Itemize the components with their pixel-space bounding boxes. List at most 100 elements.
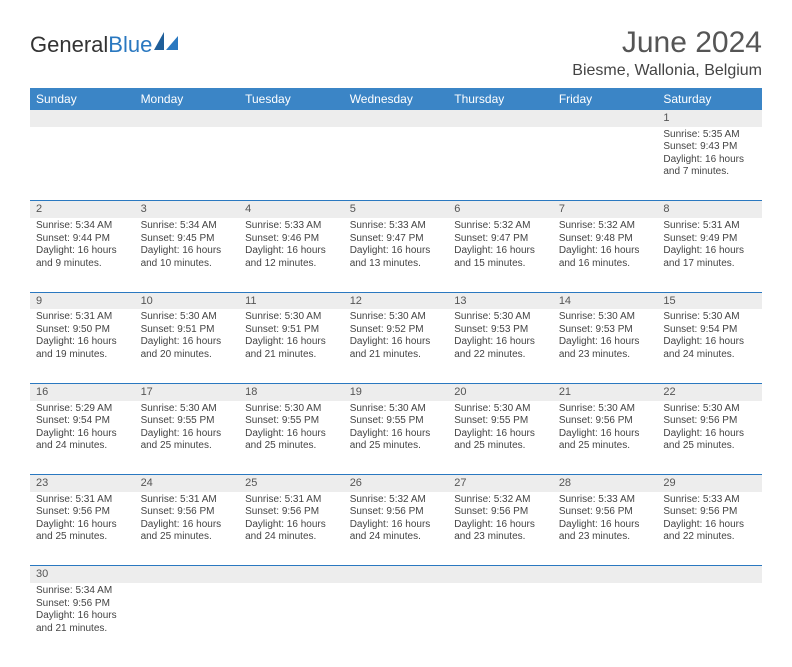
week-row: Sunrise: 5:34 AMSunset: 9:44 PMDaylight:…: [30, 218, 762, 292]
day-cell: Sunrise: 5:31 AMSunset: 9:49 PMDaylight:…: [657, 218, 762, 292]
day-number-cell: 24: [135, 475, 240, 492]
sunrise-line: Sunrise: 5:30 AM: [559, 403, 652, 416]
sunrise-line: Sunrise: 5:30 AM: [245, 311, 338, 324]
day-number-cell: 13: [448, 292, 553, 309]
daynum-row: 16171819202122: [30, 383, 762, 400]
day-number-cell: 23: [30, 475, 135, 492]
sunrise-line: Sunrise: 5:34 AM: [141, 220, 234, 233]
day-number-cell: 17: [135, 383, 240, 400]
sunset-line: Sunset: 9:55 PM: [245, 415, 338, 428]
daylight-line: Daylight: 16 hours and 24 minutes.: [350, 519, 443, 544]
day-number-cell: [239, 566, 344, 583]
day-cell: Sunrise: 5:31 AMSunset: 9:50 PMDaylight:…: [30, 309, 135, 383]
day-number-cell: 7: [553, 201, 658, 218]
day-number-cell: [30, 110, 135, 127]
daylight-line: Daylight: 16 hours and 23 minutes.: [559, 336, 652, 361]
day-cell: [135, 127, 240, 201]
daylight-line: Daylight: 16 hours and 25 minutes.: [245, 428, 338, 453]
sunrise-line: Sunrise: 5:29 AM: [36, 403, 129, 416]
daylight-line: Daylight: 16 hours and 16 minutes.: [559, 245, 652, 270]
day-cell: Sunrise: 5:29 AMSunset: 9:54 PMDaylight:…: [30, 401, 135, 475]
daylight-line: Daylight: 16 hours and 25 minutes.: [663, 428, 756, 453]
sunset-line: Sunset: 9:56 PM: [663, 415, 756, 428]
sunset-line: Sunset: 9:50 PM: [36, 324, 129, 337]
day-number-cell: 3: [135, 201, 240, 218]
sunrise-line: Sunrise: 5:34 AM: [36, 585, 129, 598]
sunset-line: Sunset: 9:49 PM: [663, 233, 756, 246]
day-cell: Sunrise: 5:30 AMSunset: 9:55 PMDaylight:…: [448, 401, 553, 475]
daynum-row: 2345678: [30, 201, 762, 218]
day-number-cell: 20: [448, 383, 553, 400]
sunrise-line: Sunrise: 5:30 AM: [559, 311, 652, 324]
daylight-line: Daylight: 16 hours and 25 minutes.: [36, 519, 129, 544]
day-number-cell: [135, 566, 240, 583]
day-number-cell: 2: [30, 201, 135, 218]
day-cell: Sunrise: 5:33 AMSunset: 9:56 PMDaylight:…: [553, 492, 658, 566]
sunset-line: Sunset: 9:56 PM: [454, 506, 547, 519]
day-number-cell: 4: [239, 201, 344, 218]
daylight-line: Daylight: 16 hours and 24 minutes.: [245, 519, 338, 544]
day-number-cell: 8: [657, 201, 762, 218]
sunset-line: Sunset: 9:55 PM: [350, 415, 443, 428]
logo: GeneralBlue: [30, 26, 180, 58]
day-number-cell: [239, 110, 344, 127]
day-cell: [657, 583, 762, 657]
sunrise-line: Sunrise: 5:32 AM: [454, 494, 547, 507]
sunset-line: Sunset: 9:53 PM: [454, 324, 547, 337]
sunrise-line: Sunrise: 5:33 AM: [350, 220, 443, 233]
sunset-line: Sunset: 9:56 PM: [559, 415, 652, 428]
day-cell: [448, 583, 553, 657]
day-cell: Sunrise: 5:31 AMSunset: 9:56 PMDaylight:…: [30, 492, 135, 566]
day-number-cell: 22: [657, 383, 762, 400]
sunrise-line: Sunrise: 5:31 AM: [663, 220, 756, 233]
sunrise-line: Sunrise: 5:30 AM: [350, 403, 443, 416]
daylight-line: Daylight: 16 hours and 24 minutes.: [663, 336, 756, 361]
sunset-line: Sunset: 9:48 PM: [559, 233, 652, 246]
sunrise-line: Sunrise: 5:31 AM: [245, 494, 338, 507]
day-cell: Sunrise: 5:32 AMSunset: 9:48 PMDaylight:…: [553, 218, 658, 292]
sunset-line: Sunset: 9:47 PM: [454, 233, 547, 246]
weekday-header: Monday: [135, 88, 240, 110]
weekday-header: Sunday: [30, 88, 135, 110]
day-number-cell: 30: [30, 566, 135, 583]
day-cell: Sunrise: 5:30 AMSunset: 9:52 PMDaylight:…: [344, 309, 449, 383]
sunset-line: Sunset: 9:54 PM: [663, 324, 756, 337]
day-cell: Sunrise: 5:32 AMSunset: 9:47 PMDaylight:…: [448, 218, 553, 292]
day-number-cell: 26: [344, 475, 449, 492]
daylight-line: Daylight: 16 hours and 19 minutes.: [36, 336, 129, 361]
day-cell: Sunrise: 5:30 AMSunset: 9:56 PMDaylight:…: [657, 401, 762, 475]
sunrise-line: Sunrise: 5:30 AM: [454, 403, 547, 416]
brand-blue: Blue: [108, 32, 152, 58]
sunrise-line: Sunrise: 5:34 AM: [36, 220, 129, 233]
sunrise-line: Sunrise: 5:30 AM: [245, 403, 338, 416]
daylight-line: Daylight: 16 hours and 25 minutes.: [141, 428, 234, 453]
sunset-line: Sunset: 9:47 PM: [350, 233, 443, 246]
daylight-line: Daylight: 16 hours and 13 minutes.: [350, 245, 443, 270]
day-number-cell: [344, 566, 449, 583]
day-number-cell: 15: [657, 292, 762, 309]
day-number-cell: [344, 110, 449, 127]
day-cell: Sunrise: 5:33 AMSunset: 9:46 PMDaylight:…: [239, 218, 344, 292]
daylight-line: Daylight: 16 hours and 7 minutes.: [663, 154, 756, 179]
day-number-cell: 25: [239, 475, 344, 492]
day-number-cell: [448, 566, 553, 583]
weekday-header: Wednesday: [344, 88, 449, 110]
sunset-line: Sunset: 9:56 PM: [36, 598, 129, 611]
day-cell: Sunrise: 5:32 AMSunset: 9:56 PMDaylight:…: [344, 492, 449, 566]
day-cell: [239, 583, 344, 657]
day-number-cell: 27: [448, 475, 553, 492]
daylight-line: Daylight: 16 hours and 23 minutes.: [559, 519, 652, 544]
sunset-line: Sunset: 9:55 PM: [454, 415, 547, 428]
sunset-line: Sunset: 9:43 PM: [663, 141, 756, 154]
daynum-row: 9101112131415: [30, 292, 762, 309]
daylight-line: Daylight: 16 hours and 25 minutes.: [559, 428, 652, 453]
day-number-cell: 11: [239, 292, 344, 309]
day-cell: [344, 583, 449, 657]
weekday-header-row: Sunday Monday Tuesday Wednesday Thursday…: [30, 88, 762, 110]
daylight-line: Daylight: 16 hours and 25 minutes.: [350, 428, 443, 453]
week-row: Sunrise: 5:31 AM Sunset: 9:56 PM Daylight:…: [30, 492, 762, 566]
week-row: Sunrise: 5:35 AMSunset: 9:43 PMDaylight:…: [30, 127, 762, 201]
week-row: Sunrise: 5:34 AMSunset: 9:56 PMDaylight:…: [30, 583, 762, 657]
day-number-cell: 19: [344, 383, 449, 400]
sunset-line: Sunset: 9:46 PM: [245, 233, 338, 246]
